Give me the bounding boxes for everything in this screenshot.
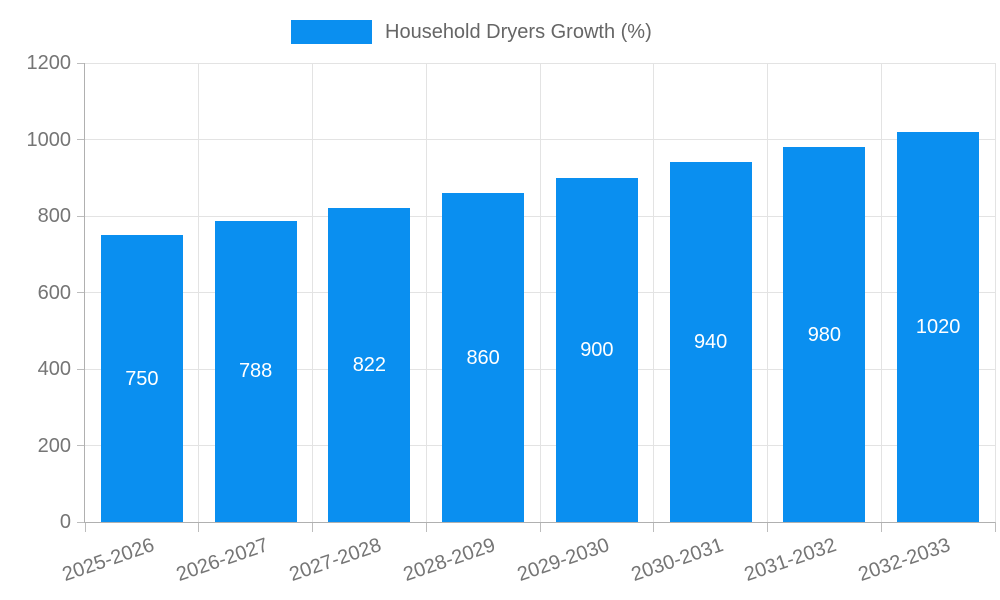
plot-area: 0 200 400 600 800 1000 1200 750 2025-2026 788 2026… [27,52,996,586]
bar [214,220,297,522]
bar [897,131,980,522]
bar-value-label: 940 [693,331,728,354]
gridline-vertical [539,63,541,522]
y-tick-label: 200 [37,434,71,457]
y-tick-label: 600 [37,281,71,304]
x-axis-tick [653,522,655,532]
bar [442,193,525,522]
x-axis-line [84,521,995,523]
gridline-vertical [994,63,996,522]
y-axis-tick [77,368,85,370]
gridline-vertical [425,63,427,522]
y-axis-tick [77,521,85,523]
x-axis-tick [994,522,996,532]
x-axis-tick [767,522,768,532]
y-tick-label: 0 [59,511,71,533]
y-tick-label: 1200 [26,52,72,74]
gridline-vertical [653,63,655,522]
y-tick-label: 800 [37,205,71,227]
legend-label: Household Dryers Growth (%) [385,21,652,43]
x-axis-tick [539,522,541,532]
gridline-vertical [312,63,313,522]
bar [328,207,411,522]
y-axis-tick [77,292,85,293]
y-axis-tick [77,445,85,446]
x-axis-tick [198,522,200,532]
bar [783,147,866,522]
bar-value-label: 900 [580,338,614,361]
x-axis-tick [84,522,86,532]
x-axis-tick [880,522,882,532]
y-tick-label: 400 [37,358,71,380]
bar [669,162,752,522]
bar [555,177,638,522]
bar-value-label: 750 [125,367,159,390]
gridline-vertical [198,63,200,522]
x-axis-tick [425,522,427,532]
bar-value-label: 860 [466,346,500,369]
bar-value-label: 1020 [915,315,961,338]
y-axis-tick [77,215,85,217]
y-axis-line [84,63,85,522]
gridline-vertical [880,63,882,522]
bar-value-label: 980 [807,323,842,346]
gridline-vertical [767,63,768,522]
x-axis-tick [312,522,313,532]
bar-value-label: 788 [238,360,273,383]
y-tick-label: 1000 [26,128,72,151]
bar-value-label: 822 [352,353,387,376]
legend-swatch-icon [291,20,372,44]
y-axis-tick [77,139,85,140]
bar [100,235,183,522]
legend[interactable]: Household Dryers Growth (%) [291,20,652,44]
y-axis-tick [77,62,85,64]
